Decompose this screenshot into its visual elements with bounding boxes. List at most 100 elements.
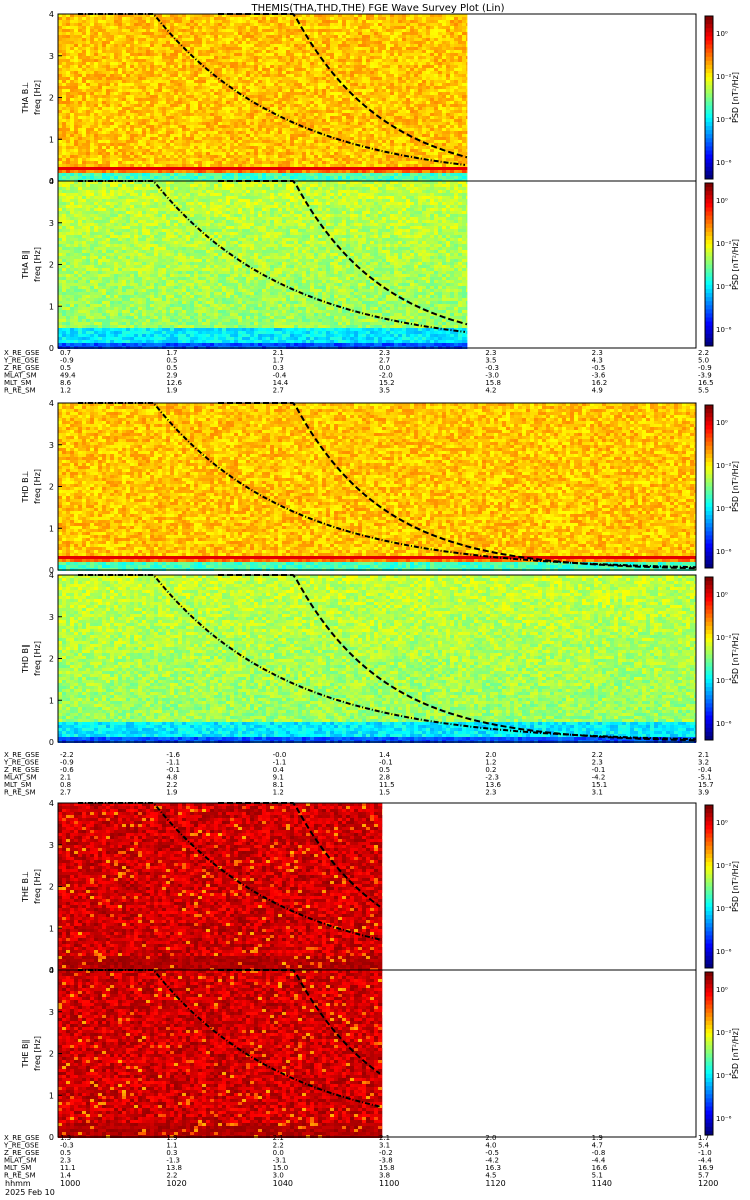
spectrogram-cell [194, 32, 198, 35]
spectrogram-cell [118, 131, 122, 134]
spectrogram-cell [58, 152, 62, 155]
spectrogram-cell [210, 152, 214, 155]
spectrogram-cell [170, 38, 174, 41]
spectrogram-cell [62, 83, 66, 86]
spectrogram-cell [110, 167, 114, 170]
spectrogram-cell [138, 53, 142, 56]
spectrogram-cell [110, 149, 114, 152]
spectrogram-cell [270, 77, 274, 80]
spectrogram-cell [174, 125, 178, 128]
spectrogram-cell [266, 128, 270, 131]
spectrogram-cell [158, 59, 162, 62]
spectrogram-cell [70, 176, 74, 179]
spectrogram-cell [210, 125, 214, 128]
spectrogram-cell [86, 95, 90, 98]
spectrogram-cell [178, 131, 182, 134]
spectrogram-cell [174, 131, 178, 134]
spectrogram-cell [62, 29, 66, 32]
spectrogram-cell [254, 89, 258, 92]
spectrogram-cell [174, 170, 178, 173]
spectrogram-cell [58, 134, 62, 137]
spectrogram-cell [214, 143, 218, 146]
spectrogram-cell [98, 17, 102, 20]
spectrogram-cell [218, 131, 222, 134]
spectrogram-cell [242, 149, 246, 152]
spectrogram-cell [282, 80, 286, 83]
spectrogram-cell [266, 62, 270, 65]
spectrogram-cell [66, 164, 70, 167]
spectrogram-cell [90, 176, 94, 179]
spectrogram-cell [110, 134, 114, 137]
spectrogram-cell [162, 32, 166, 35]
spectrogram-cell [162, 86, 166, 89]
spectrogram-cell [270, 32, 274, 35]
spectrogram-cell [78, 119, 82, 122]
spectrogram-cell [58, 131, 62, 134]
spectrogram-cell [202, 92, 206, 95]
spectrogram-cell [122, 143, 126, 146]
spectrogram-cell [86, 29, 90, 32]
spectrogram-cell [206, 161, 210, 164]
spectrogram-cell [126, 161, 130, 164]
spectrogram-cell [262, 164, 266, 167]
spectrogram-cell [234, 35, 238, 38]
spectrogram-cell [222, 23, 226, 26]
spectrogram-cell [266, 89, 270, 92]
spectrogram-cell [162, 164, 166, 167]
spectrogram-cell [266, 65, 270, 68]
spectrogram-cell [94, 128, 98, 131]
spectrogram-cell [130, 86, 134, 89]
spectrogram-cell [146, 152, 150, 155]
spectrogram-cell [178, 113, 182, 116]
spectrogram-cell [262, 122, 266, 125]
spectrogram-cell [270, 149, 274, 152]
spectrogram-cell [222, 113, 226, 116]
spectrogram-cell [150, 38, 154, 41]
spectrogram-cell [122, 68, 126, 71]
spectrogram-cell [218, 122, 222, 125]
spectrogram-cell [170, 92, 174, 95]
spectrogram-cell [142, 152, 146, 155]
spectrogram-cell [70, 119, 74, 122]
spectrogram-cell [142, 170, 146, 173]
spectrogram-cell [186, 32, 190, 35]
spectrogram-cell [226, 137, 230, 140]
spectrogram-cell [174, 176, 178, 179]
spectrogram-cell [234, 131, 238, 134]
spectrogram-cell [206, 137, 210, 140]
spectrogram-cell [270, 131, 274, 134]
spectrogram-cell [114, 41, 118, 44]
spectrogram-cell [130, 128, 134, 131]
spectrogram-cell [246, 152, 250, 155]
spectrogram-cell [150, 71, 154, 74]
spectrogram-cell [226, 170, 230, 173]
spectrogram-cell [98, 113, 102, 116]
spectrogram-cell [170, 140, 174, 143]
spectrogram-cell [126, 155, 130, 158]
spectrogram-cell [98, 29, 102, 32]
spectrogram-cell [202, 149, 206, 152]
spectrogram-cell [118, 152, 122, 155]
spectrogram-cell [118, 41, 122, 44]
spectrogram-cell [114, 140, 118, 143]
spectrogram-cell [202, 140, 206, 143]
spectrogram-cell [270, 170, 274, 173]
spectrogram-cell [70, 92, 74, 95]
spectrogram-cell [166, 128, 170, 131]
spectrogram-cell [278, 95, 282, 98]
spectrogram-cell [154, 20, 158, 23]
spectrogram-cell [58, 101, 62, 104]
spectrogram-cell [222, 137, 226, 140]
spectrogram-cell [78, 44, 82, 47]
spectrogram-cell [142, 104, 146, 107]
spectrogram-cell [226, 119, 230, 122]
spectrogram-cell [210, 65, 214, 68]
spectrogram-cell [222, 71, 226, 74]
spectrogram-cell [250, 68, 254, 71]
spectrogram-cell [166, 167, 170, 170]
spectrogram-cell [282, 122, 286, 125]
spectrogram-cell [138, 170, 142, 173]
spectrogram-cell [110, 80, 114, 83]
spectrogram-cell [218, 38, 222, 41]
spectrogram-cell [226, 68, 230, 71]
